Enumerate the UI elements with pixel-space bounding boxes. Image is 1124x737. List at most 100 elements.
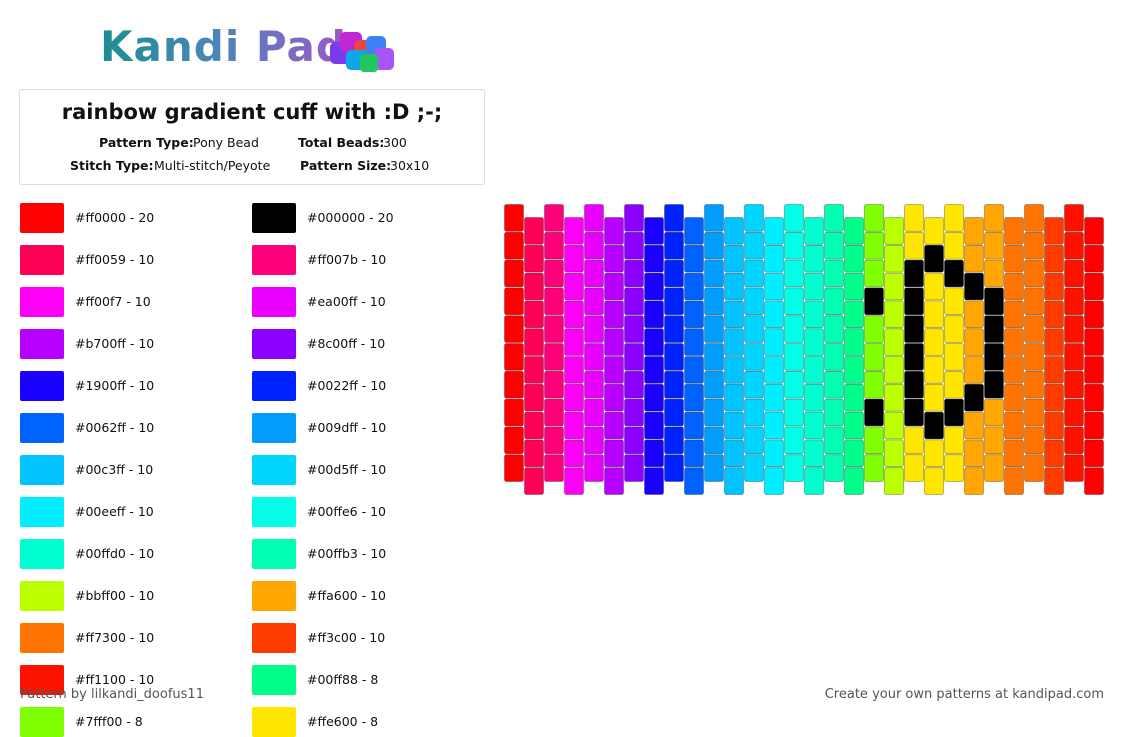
bead <box>584 454 604 482</box>
bead <box>984 287 1004 316</box>
bead <box>1084 411 1104 440</box>
bead <box>684 383 704 412</box>
bead <box>524 244 544 273</box>
bead <box>884 217 904 245</box>
bead <box>1004 272 1024 301</box>
bead <box>704 231 724 260</box>
bead <box>524 439 544 468</box>
bead <box>1024 426 1044 455</box>
bead <box>544 315 564 343</box>
bead <box>824 204 844 232</box>
bead <box>944 454 964 482</box>
bead <box>984 204 1004 232</box>
color-swatch <box>20 581 64 611</box>
bead <box>644 300 664 329</box>
bead <box>724 328 744 356</box>
bead <box>864 259 884 288</box>
bead <box>904 287 924 316</box>
bead <box>764 272 784 301</box>
bead <box>984 343 1004 371</box>
bead <box>624 454 644 482</box>
bead <box>764 217 784 245</box>
bead <box>664 343 684 371</box>
bead <box>624 204 644 232</box>
color-swatch <box>20 329 64 359</box>
bead <box>824 231 844 260</box>
bead <box>884 383 904 412</box>
bead <box>1024 343 1044 371</box>
color-swatch <box>20 497 64 527</box>
color-label: #ffa600 - 10 <box>307 588 386 603</box>
field-value: Pony Bead <box>193 135 259 150</box>
bead <box>924 356 944 384</box>
bead <box>704 259 724 288</box>
bead <box>664 204 684 232</box>
bead <box>664 454 684 482</box>
bead <box>604 467 624 495</box>
bead <box>804 439 824 468</box>
bead <box>764 356 784 384</box>
bead <box>504 426 524 455</box>
bead <box>644 217 664 245</box>
bead <box>864 287 884 316</box>
bead <box>1044 439 1064 468</box>
color-swatch <box>252 665 296 695</box>
bead <box>1084 383 1104 412</box>
bead <box>1064 454 1084 482</box>
color-label: #ff00f7 - 10 <box>75 294 151 309</box>
bead <box>544 231 564 260</box>
bead <box>1024 370 1044 399</box>
promo[interactable]: Create your own patterns at kandipad.com <box>824 687 1104 702</box>
color-label: #8c00ff - 10 <box>307 336 386 351</box>
bead <box>1004 244 1024 273</box>
bead <box>1084 356 1104 384</box>
field-label: Stitch Type: <box>70 158 154 173</box>
bead <box>524 467 544 495</box>
bead <box>844 300 864 329</box>
bead <box>904 370 924 399</box>
bead <box>584 231 604 260</box>
bead <box>964 300 984 329</box>
color-swatch <box>252 287 296 317</box>
bead <box>524 328 544 356</box>
bead <box>764 411 784 440</box>
bead <box>564 272 584 301</box>
bead <box>784 454 804 482</box>
bead <box>624 343 644 371</box>
bead <box>704 315 724 343</box>
bead <box>564 300 584 329</box>
bead <box>704 426 724 455</box>
bead <box>724 300 744 329</box>
bead <box>1024 231 1044 260</box>
bead <box>704 370 724 399</box>
bead <box>724 411 744 440</box>
bead <box>1064 204 1084 232</box>
bead <box>824 287 844 316</box>
bead <box>804 272 824 301</box>
bead <box>844 467 864 495</box>
bead <box>744 454 764 482</box>
bead <box>984 259 1004 288</box>
logo[interactable]: Kandi Pad <box>100 22 347 71</box>
bead <box>944 259 964 288</box>
bead <box>864 343 884 371</box>
bead <box>624 259 644 288</box>
bead <box>644 356 664 384</box>
bead <box>884 411 904 440</box>
bead <box>824 454 844 482</box>
bead <box>604 383 624 412</box>
author[interactable]: Pattern by lilkandi_doofus11 <box>20 687 204 702</box>
bead <box>724 439 744 468</box>
bead <box>1004 217 1024 245</box>
bead <box>744 204 764 232</box>
bead <box>944 204 964 232</box>
logo-beads <box>330 32 394 72</box>
bead <box>784 315 804 343</box>
bead <box>764 244 784 273</box>
bead <box>864 398 884 427</box>
bead <box>524 300 544 329</box>
bead <box>584 426 604 455</box>
color-swatch <box>252 413 296 443</box>
bead <box>784 204 804 232</box>
color-label: #ff0000 - 20 <box>75 210 155 225</box>
